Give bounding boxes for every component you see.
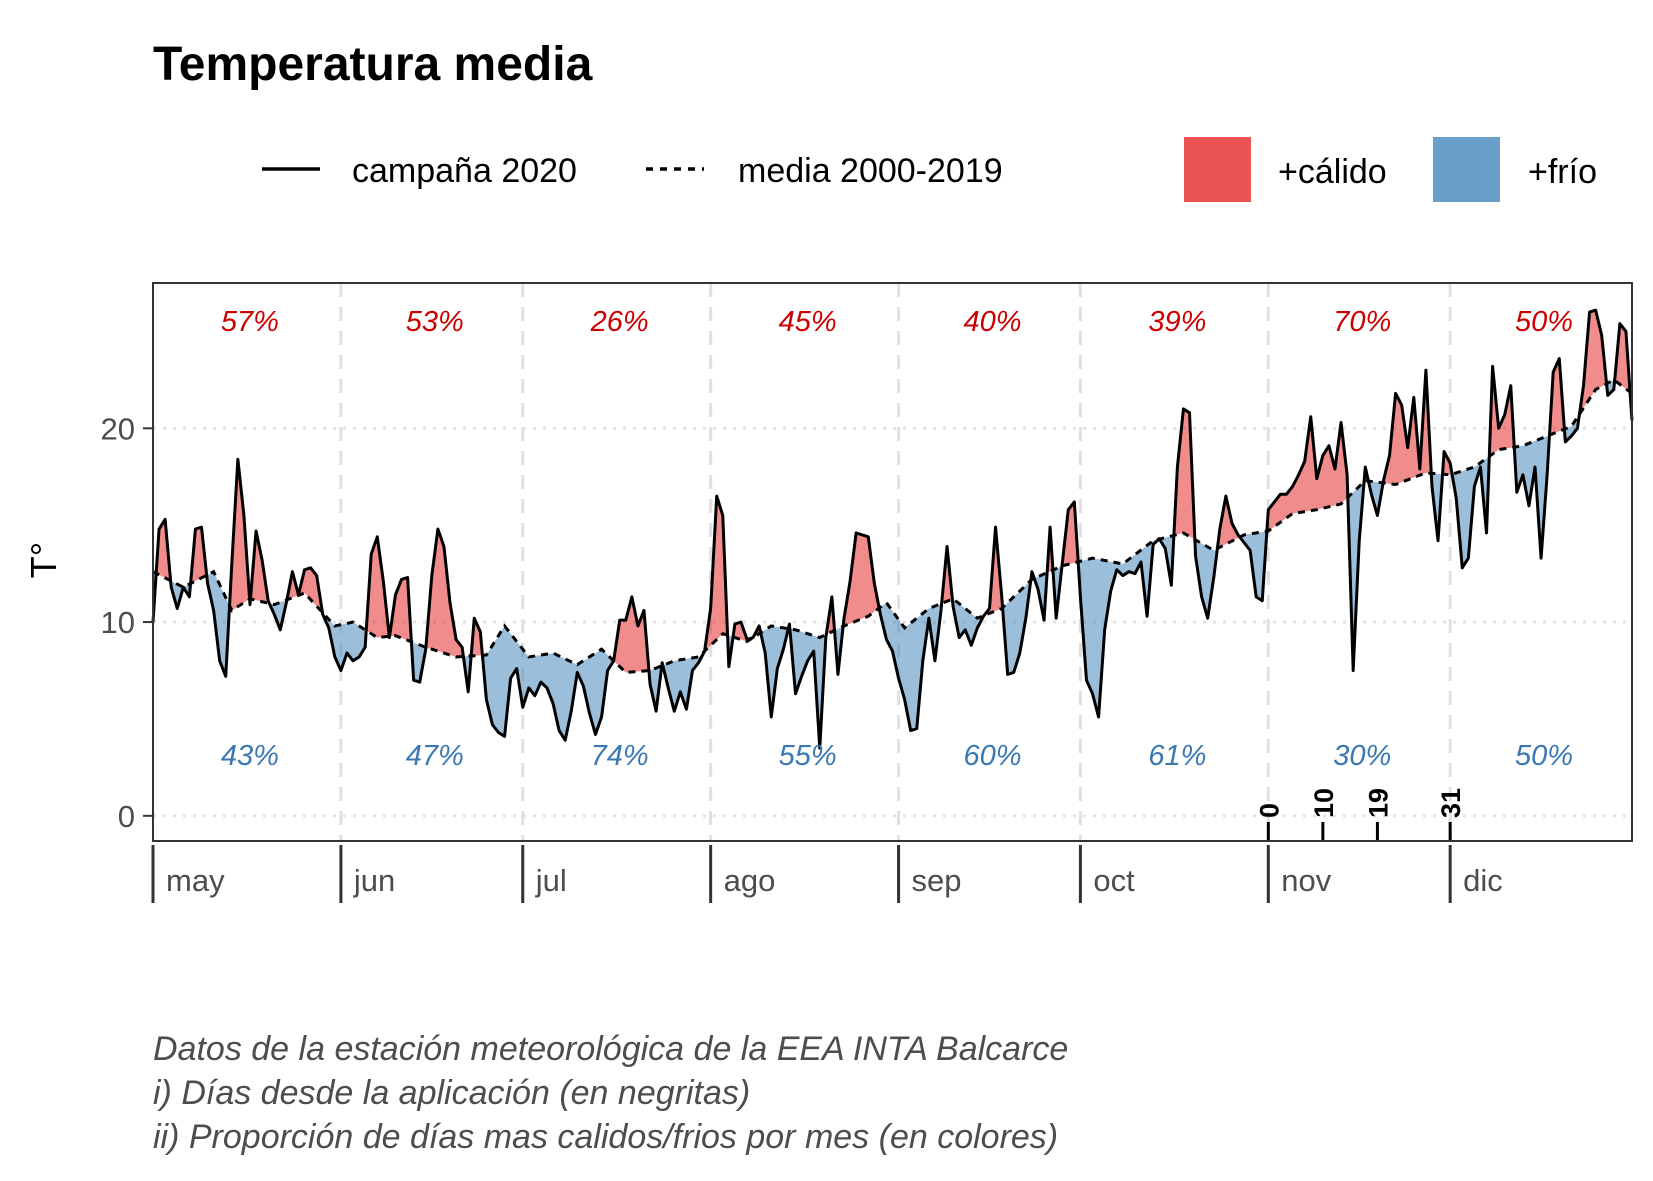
cold-anomaly-area [153,379,1632,748]
y-axis: 0 10 20 [101,411,153,834]
cold-share-jun: 47% [406,740,464,772]
application-day-label-31: 31 [1436,788,1466,818]
plot-area: 57% 43% 53% 47% 26% 74% 45% 55% 40% 60% 39% 61% 70% 3… [151,282,1634,842]
anomaly-fills [153,310,1632,748]
warm-share-ago: 45% [779,306,837,338]
cold-share-ago: 55% [779,740,837,772]
series-line-media-2000-2019 [152,378,1633,674]
plot-panel-border [152,282,1633,842]
cold-share-may: 43% [221,740,279,772]
x-tick-label-dic: dic [1463,863,1503,898]
x-tick-label-ago: ago [724,863,776,898]
cold-share-oct: 61% [1148,740,1206,772]
x-tick-label-jun: jun [353,863,395,898]
warm-share-dic: 50% [1515,306,1573,338]
cold-share-nov: 30% [1333,740,1391,772]
legend-warm-swatch [1184,137,1251,202]
y-tick-label-0: 0 [118,799,135,834]
legend: campaña 2020 media 2000-2019 +cálido +fr… [262,137,1597,202]
warm-share-oct: 39% [1148,306,1206,338]
legend-cold-swatch [1433,137,1500,202]
x-tick-label-may: may [166,863,225,898]
legend-label-cold: +frío [1528,153,1597,191]
application-day-label-10: 10 [1309,788,1339,818]
caption-line-3: ii) Proporción de días mas calidos/frios… [153,1118,1058,1156]
x-tick-label-sep: sep [912,863,962,898]
application-day-label-19: 19 [1363,788,1393,818]
y-axis-label: T° [23,542,64,578]
legend-label-warm: +cálido [1278,153,1387,191]
y-tick-label-10: 10 [101,605,135,640]
warm-share-jul: 26% [590,306,649,338]
caption-line-1: Datos de la estación meteorológica de la… [153,1030,1068,1068]
application-day-label-0: 0 [1254,803,1284,818]
application-day-markers: 0 10 19 31 [1254,788,1466,841]
warm-share-may: 57% [221,306,279,338]
warm-share-sep: 40% [963,306,1021,338]
y-tick-label-20: 20 [101,411,135,446]
caption-line-2: i) Días desde la aplicación (en negritas… [153,1074,750,1112]
horizontal-gridlines [153,426,1632,818]
x-tick-label-oct: oct [1093,863,1135,898]
monthly-share-labels: 57% 43% 53% 47% 26% 74% 45% 55% 40% 60% 39% 61% 70% 3… [221,306,1573,772]
x-tick-label-jul: jul [535,863,567,898]
month-gridlines [339,283,1452,841]
cold-share-sep: 60% [963,740,1021,772]
warm-anomaly-area [156,310,1631,673]
warm-share-nov: 70% [1333,306,1391,338]
series-line-campana-2020 [151,308,1634,750]
x-tick-label-nov: nov [1281,863,1331,898]
cold-share-dic: 50% [1515,740,1573,772]
chart-title: Temperatura media [153,38,593,91]
warm-share-jun: 53% [406,306,464,338]
cold-share-jul: 74% [591,740,649,772]
caption: Datos de la estación meteorológica de la… [153,1030,1068,1156]
legend-label-mean: media 2000-2019 [738,152,1003,190]
x-axis: may jun jul ago sep oct nov dic [151,845,1503,903]
legend-label-campaign: campaña 2020 [352,152,577,190]
